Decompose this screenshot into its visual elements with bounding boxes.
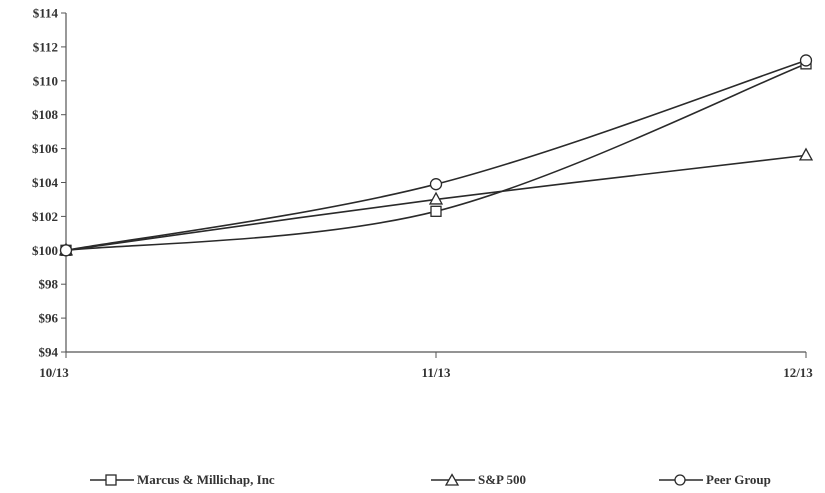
line-chart: $94 $96 $98 $100 $102 $104 $106 $108 $110 $112 $11… xyxy=(32,6,814,381)
axes: $94 $96 $98 $100 $102 $104 $106 $108 $110 $112 $11… xyxy=(32,6,813,381)
y-tick-label: $110 xyxy=(33,73,58,88)
series-line-marcus-millichap-inc xyxy=(65,63,807,252)
legend: Marcus & Millichap, Inc S&P 500 Peer Gro… xyxy=(0,472,825,492)
y-tick-label: $102 xyxy=(32,209,58,224)
data-point-s-p-500 xyxy=(798,147,814,161)
circle-marker-icon xyxy=(659,474,703,486)
x-tick-label: 11/13 xyxy=(422,365,451,380)
y-tick-label: $104 xyxy=(32,175,59,190)
triangle-marker-icon xyxy=(431,473,475,486)
x-tick-label: 12/13 xyxy=(783,365,813,380)
x-tick-label: 10/13 xyxy=(39,365,69,380)
square-marker-icon xyxy=(90,474,134,486)
data-point-s-p-500 xyxy=(428,191,444,205)
legend-label: Peer Group xyxy=(706,472,771,487)
data-point-peer-group xyxy=(59,244,73,257)
data-point-marcus-millichap-inc xyxy=(430,205,442,217)
data-point-peer-group xyxy=(799,54,813,67)
legend-label: S&P 500 xyxy=(478,472,527,487)
y-tick-label: $114 xyxy=(33,6,59,21)
legend-item-sp500: S&P 500 xyxy=(430,472,526,488)
y-tick-label: $100 xyxy=(32,243,58,258)
y-tick-label: $112 xyxy=(33,39,58,54)
series-line-peer-group xyxy=(65,59,807,252)
y-tick-label: $94 xyxy=(39,345,59,360)
y-tick-label: $98 xyxy=(39,277,59,292)
y-tick-label: $96 xyxy=(39,311,59,326)
y-tick-label: $106 xyxy=(32,141,59,156)
legend-item-marcus-millichap: Marcus & Millichap, Inc xyxy=(89,472,275,488)
series-layer xyxy=(58,54,814,257)
data-point-peer-group xyxy=(429,178,443,191)
y-tick-label: $108 xyxy=(32,107,59,122)
legend-item-peer-group: Peer Group xyxy=(658,472,771,488)
legend-label: Marcus & Millichap, Inc xyxy=(137,472,275,487)
